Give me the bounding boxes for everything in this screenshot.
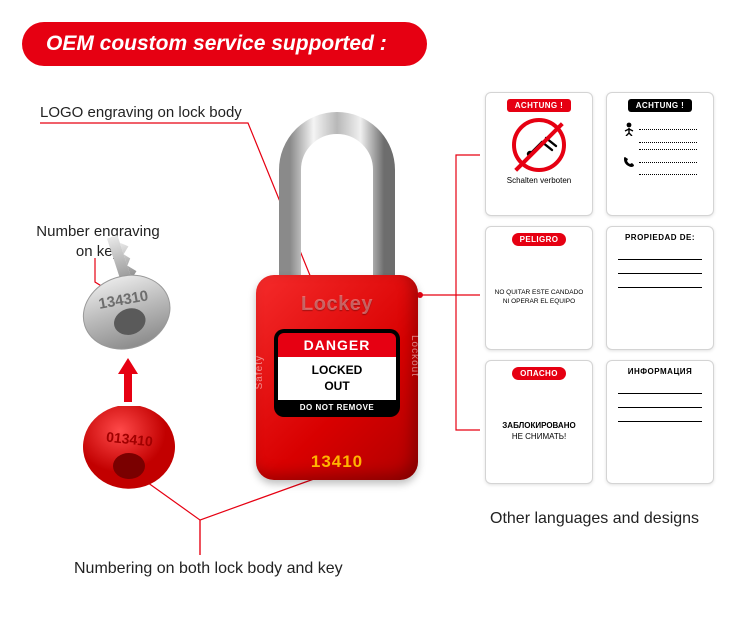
field-line [618,264,703,274]
side-text-right: Lockout [409,335,420,377]
card-peligro: PELIGRO NO QUITAR ESTE CANDADO NI OPERAR… [485,226,593,350]
card-pill: ACHTUNG ! [507,99,571,112]
card-line1: NO QUITAR ESTE CANDADO [495,289,584,296]
label-logo-engraving: LOGO engraving on lock body [40,103,242,123]
person-row [623,122,696,136]
body-number: 13410 [256,452,418,472]
danger-label: DANGER LOCKEDOUT DO NOT REMOVE [274,329,400,417]
field-line [618,250,703,260]
danger-bottom: DO NOT REMOVE [278,400,396,413]
danger-header: DANGER [278,333,396,357]
lock-brand: Lockey [256,293,418,316]
card-caption: Schalten verboten [507,176,572,185]
lock-body: Lockey Safety Lockout DANGER LOCKEDOUT D… [256,275,418,480]
phone-row [623,156,696,168]
card-achtung-prohibit: ACHTUNG ! Schalten verboten [485,92,593,216]
card-propiedad: PROPIEDAD DE: [606,226,714,350]
card-line1: ЗАБЛОКИРОВАНО [502,421,575,430]
field-line [618,412,703,422]
prohibit-icon [512,118,566,172]
arrow-up-icon [118,358,138,402]
card-achtung-contact: ACHTUNG ! [606,92,714,216]
key-cover: 013410 [74,400,184,500]
field-line [618,398,703,408]
field-line [618,384,703,394]
card-title: PROPIEDAD DE: [625,233,695,242]
label-numbering-both: Numbering on both lock body and key [74,560,343,578]
card-pill: PELIGRO [512,233,567,246]
card-line2: НЕ СНИМАТЬ! [512,432,566,441]
card-title: ИНФОРМАЦИЯ [628,367,693,376]
danger-mid: LOCKEDOUT [278,357,396,400]
shackle [272,100,402,280]
card-pill: ACHTUNG ! [628,99,692,112]
person-icon [623,122,635,136]
phone-icon [623,156,635,168]
padlock: Lockey Safety Lockout DANGER LOCKEDOUT D… [236,100,436,480]
card-info: ИНФОРМАЦИЯ [606,360,714,484]
card-line2: NI OPERAR EL EQUIPO [503,298,575,305]
side-text-left: Safety [254,355,265,389]
metal-key: 134310 [60,230,200,350]
field-line [618,278,703,288]
card-opasno: ОПАСНО ЗАБЛОКИРОВАНО НЕ СНИМАТЬ! [485,360,593,484]
cards-grid: ACHTUNG ! Schalten verboten ACHTUNG ! PE… [485,92,715,484]
header-title: OEM coustom service supported : [22,22,427,66]
label-other-lang: Other languages and designs [490,510,699,528]
card-pill: ОПАСНО [512,367,566,380]
